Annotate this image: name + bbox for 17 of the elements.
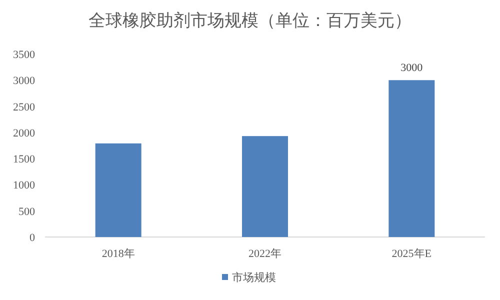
data-label: 3000 (400, 62, 424, 74)
y-tick-label: 3000 (13, 75, 36, 88)
x-tick-label: 2022年 (248, 248, 282, 260)
y-tick-label: 2000 (13, 127, 36, 140)
y-tick-label: 0 (30, 232, 36, 244)
y-tick-label: 1000 (13, 180, 36, 192)
chart-title: 全球橡胶助剂市场规模（单位：百万美元） (88, 11, 412, 30)
bar (95, 143, 142, 237)
x-tick-label: 2018年 (102, 248, 135, 260)
legend-label: 市场规模 (232, 271, 276, 284)
bar (388, 80, 435, 237)
x-tick-label: 2025年E (392, 248, 432, 260)
bar (242, 136, 288, 237)
y-tick-label: 500 (18, 206, 36, 218)
y-tick-label: 3500 (13, 49, 36, 61)
y-tick-label: 1500 (13, 154, 36, 166)
y-tick-label: 2500 (13, 101, 36, 114)
